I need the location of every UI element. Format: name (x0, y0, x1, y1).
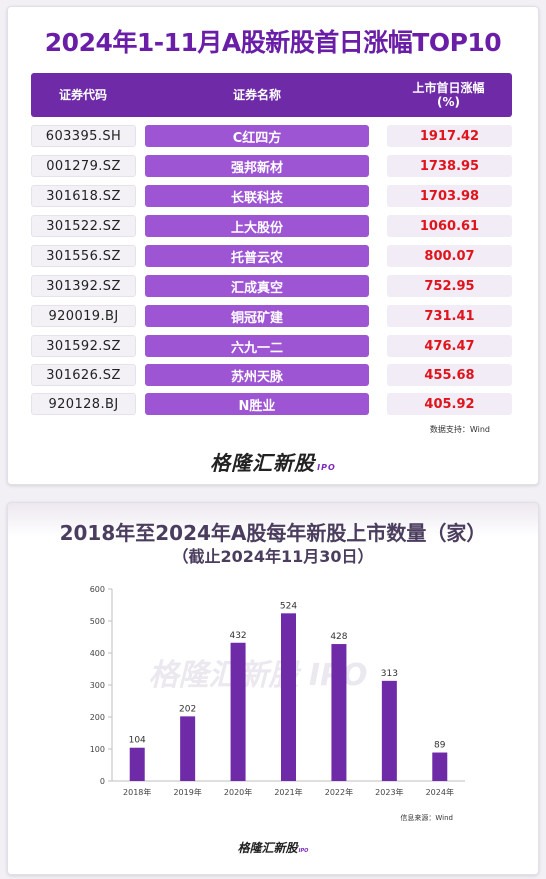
bar-data-label: 524 (280, 601, 297, 611)
data-source-note: 数据支持：Wind (429, 425, 490, 434)
chart-subtitle: （截止2024年11月30日） (172, 547, 374, 566)
header-gain: 上市首日涨幅 (%) (385, 73, 512, 117)
security-code: 920019.BJ (31, 305, 136, 327)
brand-logo: 格隆汇新股 IPO (8, 447, 538, 476)
table-row: 301626.SZ 苏州天脉 455.68 (31, 364, 512, 386)
brand-logo-suffix: IPO (317, 463, 336, 472)
security-code: 001279.SZ (31, 155, 136, 177)
header-gain-line1: 上市首日涨幅 (412, 81, 485, 95)
security-code: 301556.SZ (31, 245, 136, 267)
x-tick-label: 2019年 (173, 787, 201, 797)
table-row: 001279.SZ 强邦新材 1738.95 (31, 155, 512, 177)
bar (180, 716, 196, 781)
table-row: 920128.BJ N胜业 405.92 (31, 393, 512, 415)
security-code: 301392.SZ (31, 275, 136, 297)
bar-data-label: 202 (179, 704, 196, 714)
first-day-gain: 405.92 (387, 393, 512, 415)
header-gain-line2: (%) (436, 95, 460, 109)
y-tick-label: 400 (90, 649, 105, 658)
security-name: 苏州天脉 (145, 364, 369, 386)
header-name: 证券名称 (232, 88, 281, 102)
table-row: 301392.SZ 汇成真空 752.95 (31, 275, 512, 297)
chart-source-note: 信息来源：Wind (400, 814, 453, 822)
table-row: 920019.BJ 铜冠矿建 731.41 (31, 305, 512, 327)
x-tick-label: 2021年 (274, 787, 302, 797)
ipo-count-chart-card: 格隆汇新股 IPO 0 100 200 300 400 500 600 2018年 2019年 2… (7, 502, 539, 875)
security-name: 托普云农 (145, 245, 369, 267)
first-day-gain: 800.07 (387, 245, 512, 267)
security-code: 301626.SZ (31, 364, 136, 386)
y-tick-label: 100 (90, 745, 105, 754)
security-name: 汇成真空 (145, 275, 369, 297)
security-name: 上大股份 (145, 215, 369, 237)
security-name: 六九一二 (145, 335, 369, 357)
bar-data-label: 432 (229, 631, 246, 641)
security-name: 长联科技 (145, 185, 369, 207)
x-tick-label: 2020年 (224, 787, 252, 797)
x-tick-label: 2018年 (123, 787, 151, 797)
first-day-gain: 731.41 (387, 305, 512, 327)
bar-data-label: 428 (330, 632, 347, 642)
security-name: N胜业 (145, 393, 369, 415)
bar (432, 752, 448, 781)
security-code: 920128.BJ (31, 393, 136, 415)
first-day-gain: 455.68 (387, 364, 512, 386)
first-day-gain: 1060.61 (387, 215, 512, 237)
bar (230, 642, 246, 781)
brand-logo-text: 格隆汇新股 (210, 451, 316, 475)
table-row: 301522.SZ 上大股份 1060.61 (31, 215, 512, 237)
bar-chart: 格隆汇新股 IPO 0 100 200 300 400 500 600 2018年 2019年 2… (90, 585, 465, 797)
table-row: 301592.SZ 六九一二 476.47 (31, 335, 512, 357)
table-row: 301618.SZ 长联科技 1703.98 (31, 185, 512, 207)
bar-data-label: 313 (381, 669, 398, 679)
header-code: 证券代码 (58, 88, 107, 102)
first-day-gain: 752.95 (387, 275, 512, 297)
chart-brand-logo: 格隆汇新股IPO (8, 839, 538, 856)
security-code: 301592.SZ (31, 335, 136, 357)
bar (381, 680, 397, 781)
y-tick-label: 0 (100, 777, 105, 786)
chart-brand-logo-text: 格隆汇新股 (237, 841, 298, 855)
bar (331, 644, 347, 781)
y-tick-label: 300 (90, 681, 105, 690)
security-name: C红四方 (145, 125, 369, 147)
security-name: 铜冠矿建 (145, 305, 369, 327)
table-row: 301556.SZ 托普云农 800.07 (31, 245, 512, 267)
bar (129, 747, 145, 781)
table-header: 证券代码 证券名称 上市首日涨幅 (%) (31, 73, 512, 117)
first-day-gain: 1738.95 (387, 155, 512, 177)
x-tick-label: 2022年 (325, 787, 353, 797)
first-day-gain: 476.47 (387, 335, 512, 357)
x-tick-label: 2023年 (375, 787, 403, 797)
y-tick-label: 600 (90, 585, 105, 594)
security-name: 强邦新材 (145, 155, 369, 177)
x-tick-label: 2024年 (426, 787, 454, 797)
chart-watermark: 格隆汇新股 IPO (148, 658, 367, 693)
chart-bars: 104 202 432 524 428 313 89 (129, 601, 448, 781)
chart-brand-logo-suffix: IPO (298, 848, 309, 854)
y-tick-label: 500 (90, 617, 105, 626)
bar (281, 613, 296, 781)
security-code: 301618.SZ (31, 185, 136, 207)
security-code: 603395.SH (31, 125, 136, 147)
table-row: 603395.SH C红四方 1917.42 (31, 125, 512, 147)
bar-data-label: 89 (434, 741, 446, 751)
table-title: 2024年1-11月A股新股首日涨幅TOP10 (44, 28, 502, 57)
security-code: 301522.SZ (31, 215, 136, 237)
chart-title: 2018年至2024年A股每年新股上市数量（家） (59, 521, 487, 545)
top10-table-card: 2024年1-11月A股新股首日涨幅TOP10 证券代码 证券名称 上市首日涨幅… (7, 6, 539, 485)
y-tick-label: 200 (90, 713, 105, 722)
bar-data-label: 104 (129, 736, 146, 746)
first-day-gain: 1703.98 (387, 185, 512, 207)
first-day-gain: 1917.42 (387, 125, 512, 147)
